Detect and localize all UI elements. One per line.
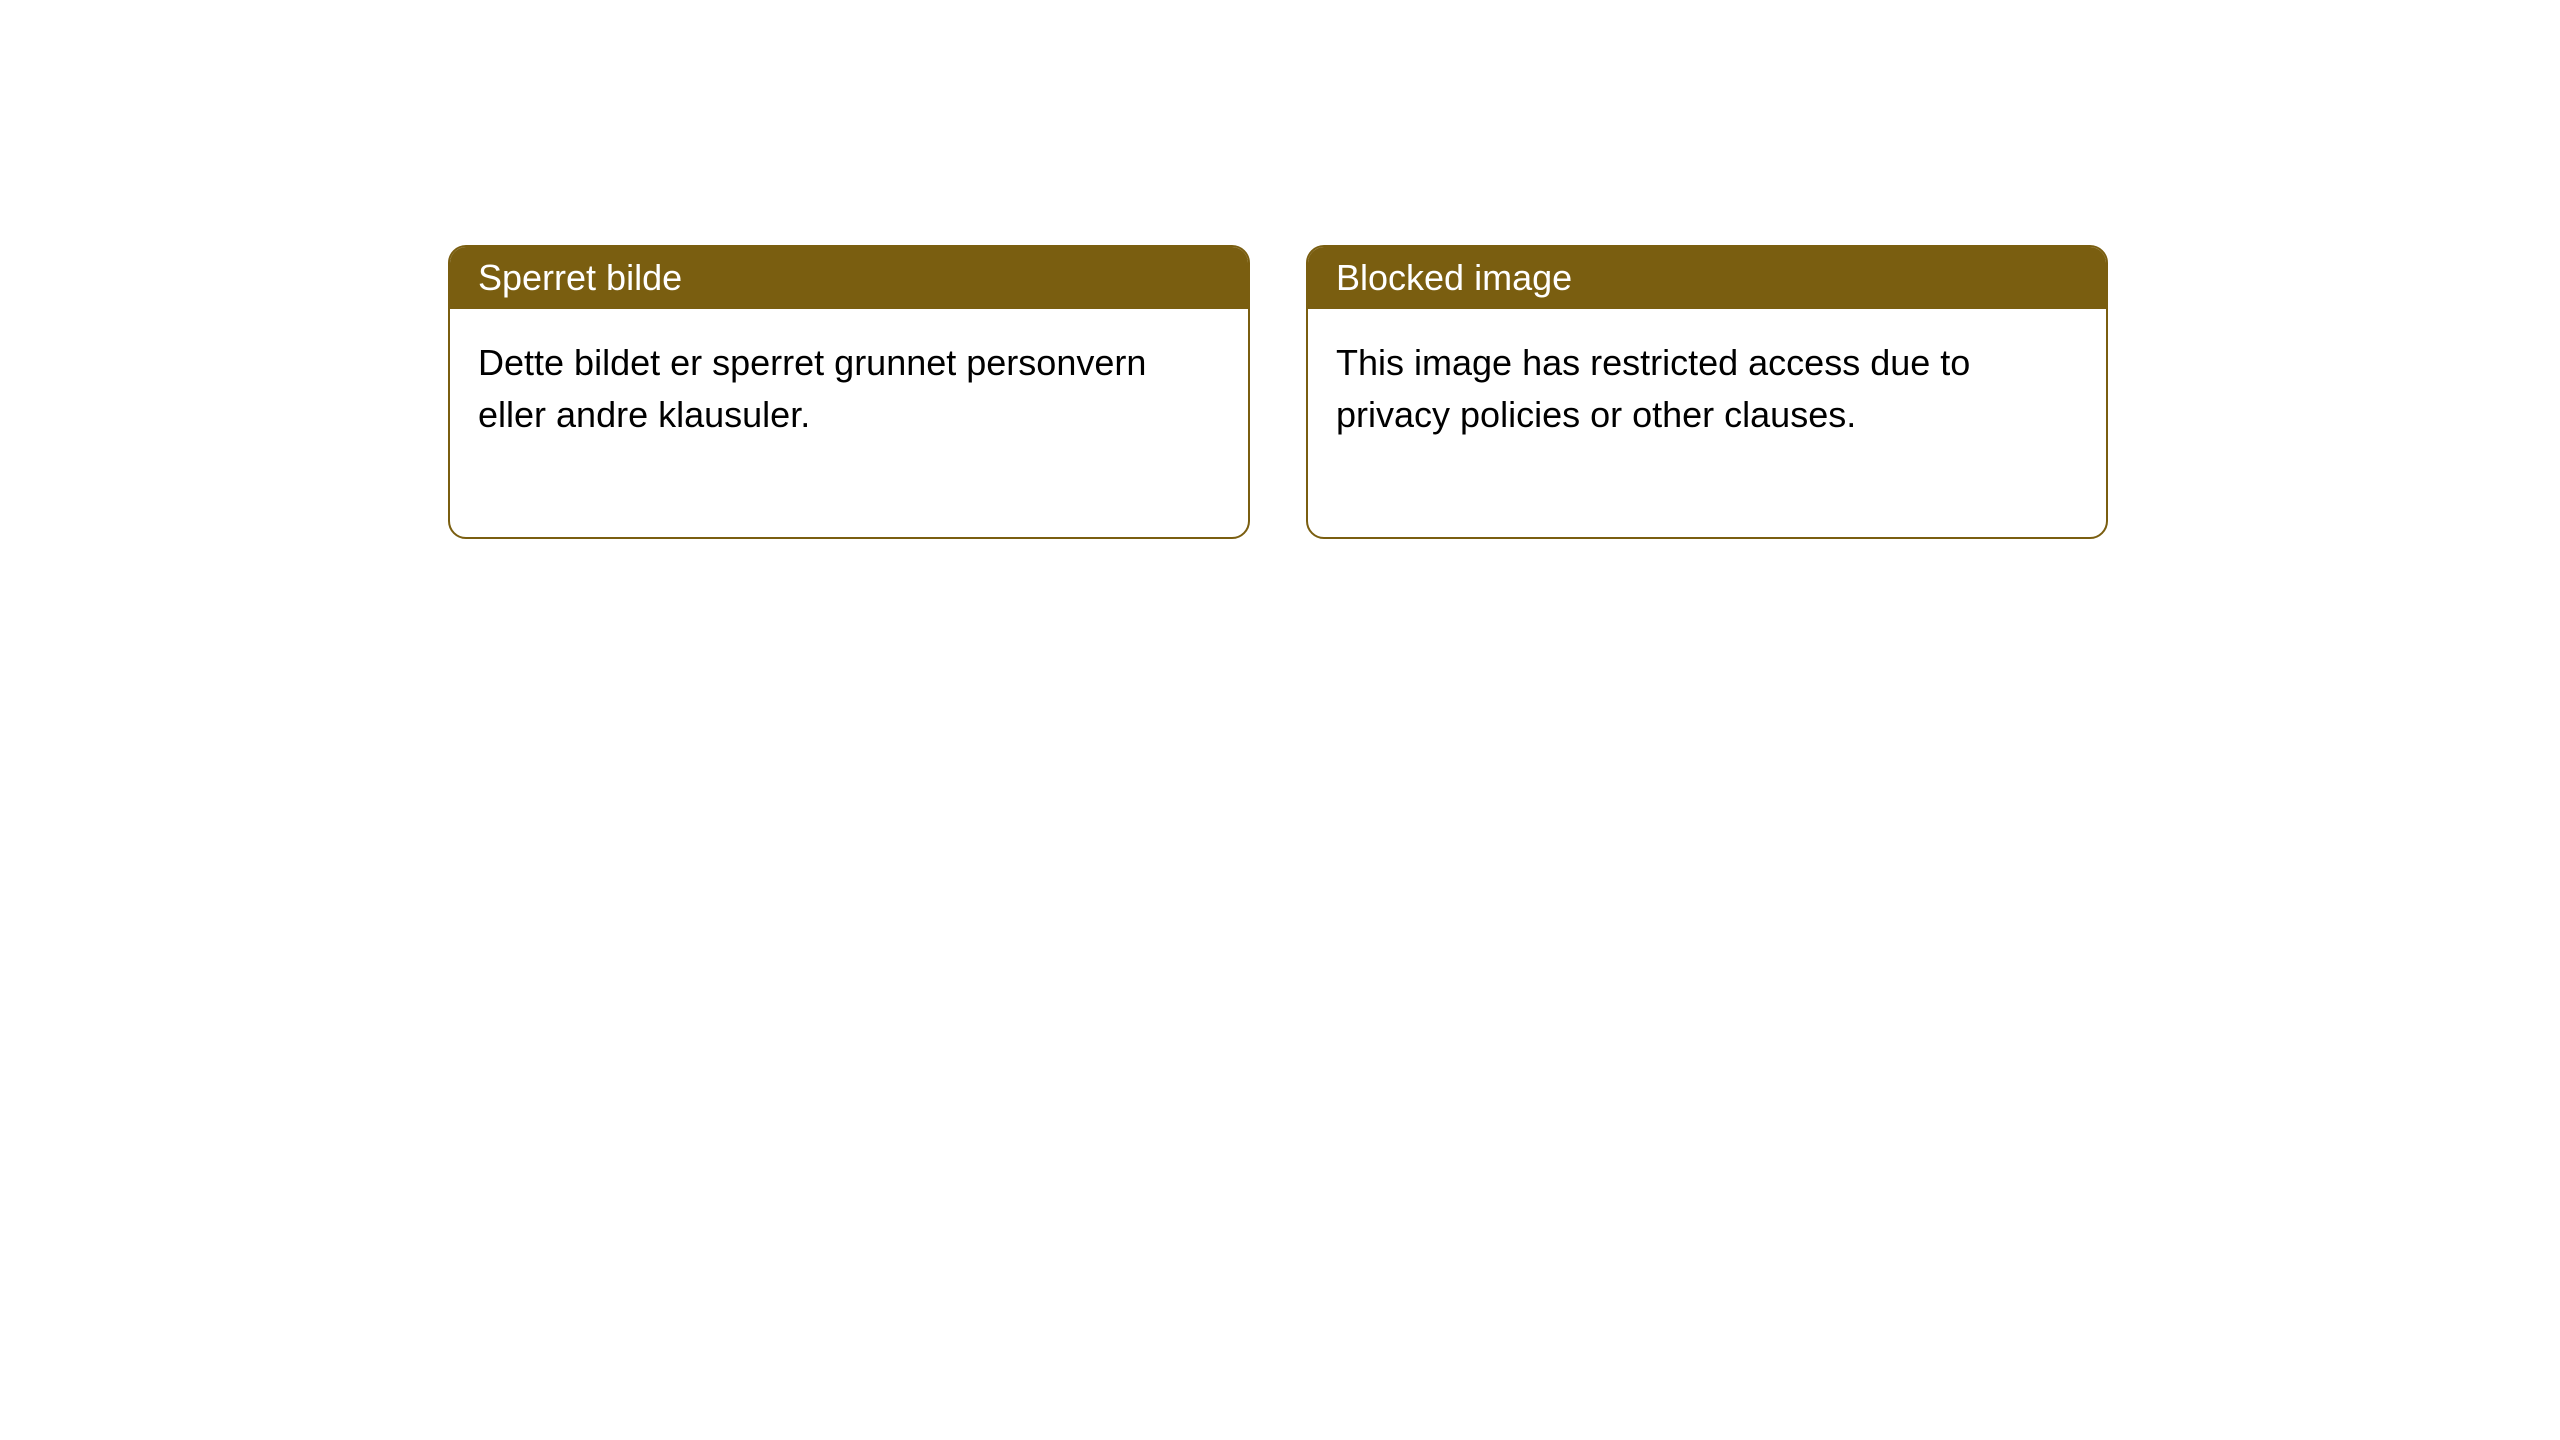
notice-card-english: Blocked image This image has restricted … [1306,245,2108,539]
notice-body-english: This image has restricted access due to … [1308,309,2106,537]
notice-body-norwegian: Dette bildet er sperret grunnet personve… [450,309,1248,537]
notice-container: Sperret bilde Dette bildet er sperret gr… [448,245,2108,539]
notice-header-norwegian: Sperret bilde [450,247,1248,309]
notice-header-english: Blocked image [1308,247,2106,309]
notice-card-norwegian: Sperret bilde Dette bildet er sperret gr… [448,245,1250,539]
